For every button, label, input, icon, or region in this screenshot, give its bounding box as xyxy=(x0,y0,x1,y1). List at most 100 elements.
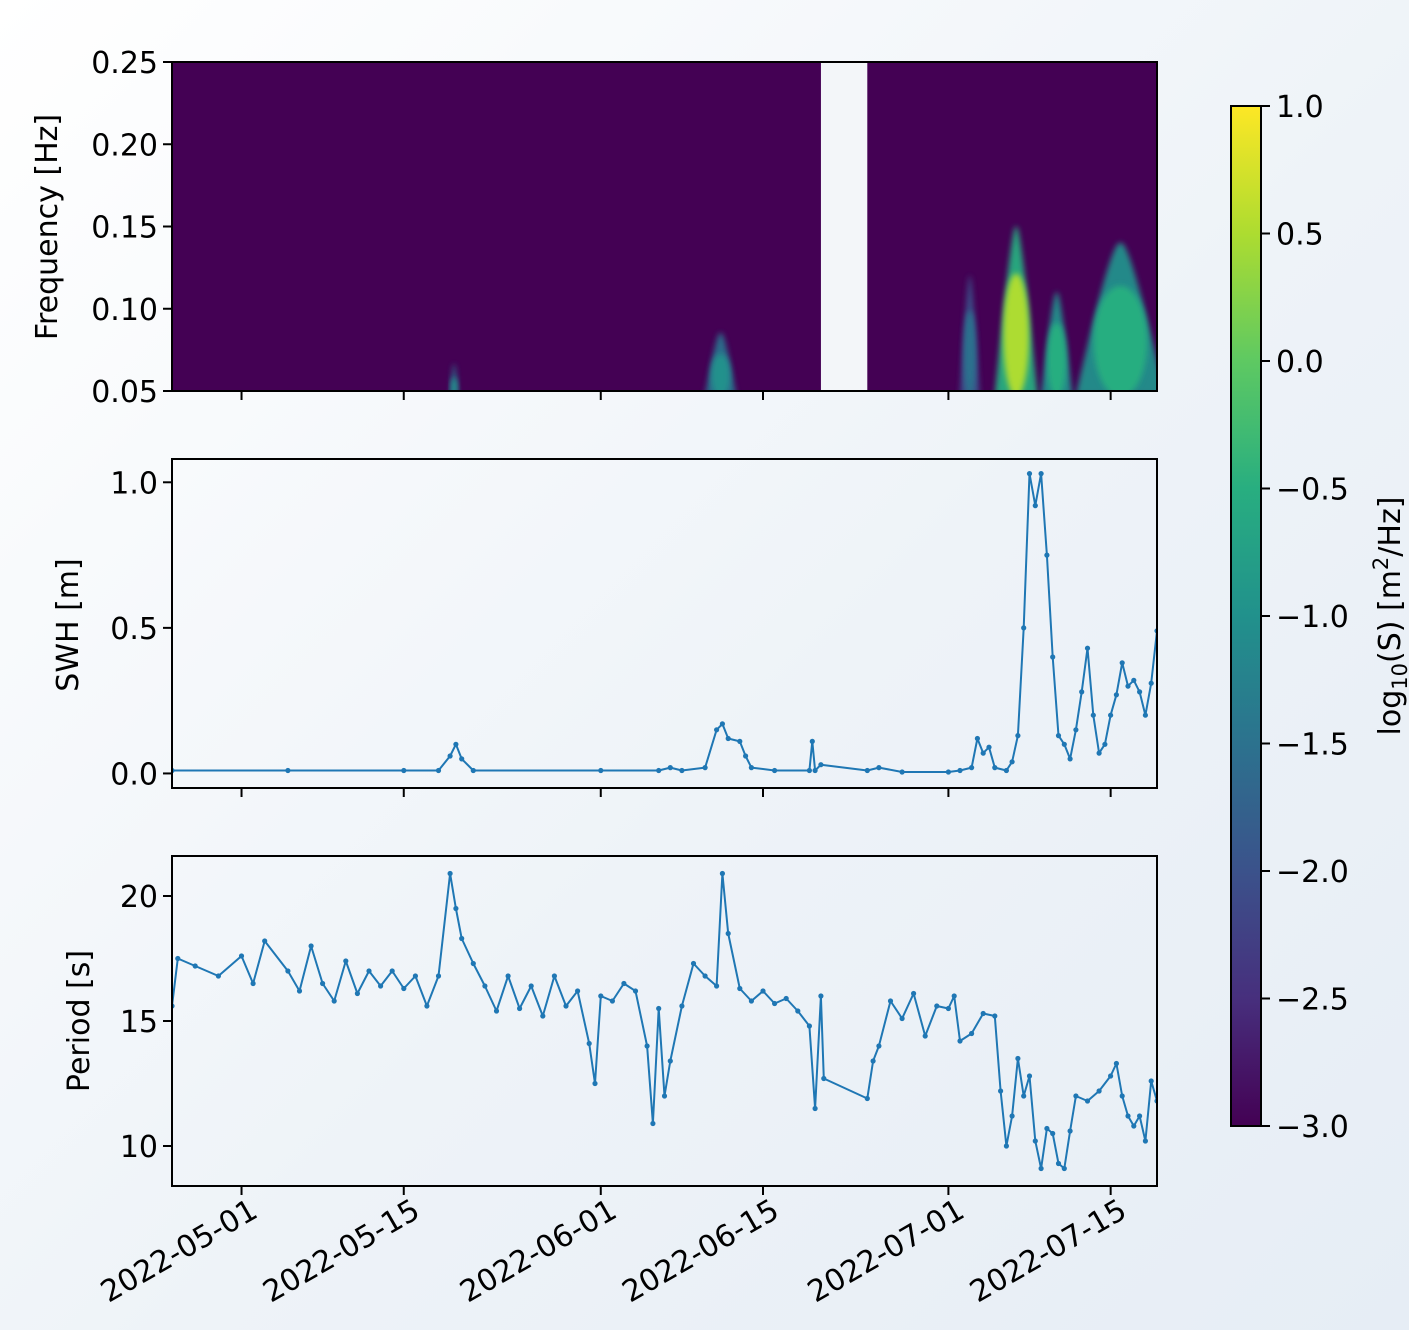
swh-data-point xyxy=(1096,750,1102,756)
spectrogram-heatmap xyxy=(172,62,1157,391)
period-data-point xyxy=(1108,1073,1114,1079)
swh-data-point xyxy=(748,765,755,771)
swh-data-point xyxy=(1125,683,1131,689)
swh-y-ticks: 0.0 0.5 1.0 xyxy=(110,466,172,792)
swh-data-point xyxy=(1079,689,1085,695)
swh-data-point xyxy=(1067,756,1073,762)
spec-y-tick-label: 0.20 xyxy=(91,128,158,163)
period-data-point xyxy=(609,998,616,1004)
period-data-point xyxy=(1003,1143,1010,1149)
spectrogram-x-ticks xyxy=(240,391,1112,400)
period-series-line xyxy=(172,872,1157,1170)
colorbar-gradient xyxy=(1231,106,1261,1126)
swh-data-point xyxy=(1055,733,1062,739)
period-data-point xyxy=(378,983,384,989)
colorbar-tick-label: −1.0 xyxy=(1276,600,1349,635)
period-data-point xyxy=(447,870,453,877)
period-data-point xyxy=(737,985,743,992)
period-data-point xyxy=(1038,1165,1044,1172)
period-data-point xyxy=(1032,1138,1038,1144)
swh-data-point xyxy=(806,767,813,774)
swh-y-tick-label: 0.5 xyxy=(110,612,158,647)
swh-data-point xyxy=(1102,741,1108,747)
spectrogram-energy-core xyxy=(1047,322,1067,391)
swh-data-point xyxy=(876,765,882,771)
period-data-point xyxy=(945,1005,952,1012)
swh-data-point xyxy=(809,738,815,745)
swh-data-point xyxy=(719,721,726,727)
spectrogram-y-label: Frequency [Hz] xyxy=(30,114,65,340)
swh-data-point xyxy=(1050,654,1056,660)
period-data-point xyxy=(320,980,326,987)
swh-data-point xyxy=(945,769,952,775)
period-data-point xyxy=(899,1015,905,1022)
period-data-point xyxy=(621,980,627,987)
period-data-point xyxy=(951,993,957,999)
colorbar-tick-label: 0.5 xyxy=(1276,218,1324,253)
period-data-point xyxy=(331,998,337,1004)
swh-plot-area xyxy=(172,471,1157,775)
spec-y-tick-label: 0.05 xyxy=(91,375,158,410)
period-data-point xyxy=(1009,1113,1015,1119)
swh-data-point xyxy=(459,756,465,762)
swh-data-point xyxy=(1032,503,1038,509)
period-data-point xyxy=(1044,1125,1050,1132)
period-data-point xyxy=(772,1000,778,1007)
swh-panel: 0.0 0.5 1.0 SWH [m] xyxy=(51,458,1158,797)
x-tick-label: 2022-06-01 xyxy=(454,1193,622,1310)
period-data-point xyxy=(806,1023,813,1029)
period-data-point xyxy=(517,1005,523,1012)
spec-y-tick-label: 0.15 xyxy=(91,211,158,246)
period-data-point xyxy=(551,973,558,979)
period-data-point xyxy=(702,973,708,979)
period-data-point xyxy=(412,973,418,979)
spectrogram-missing-data-gap xyxy=(820,62,868,391)
period-data-point xyxy=(864,1095,870,1102)
swh-data-point xyxy=(1108,712,1114,718)
period-data-point xyxy=(783,995,789,1002)
period-data-point xyxy=(934,1003,940,1009)
swh-y-label: SWH [m] xyxy=(51,558,86,691)
period-y-ticks: 10 15 20 xyxy=(120,880,172,1165)
swh-data-point xyxy=(470,767,476,774)
period-data-point xyxy=(870,1058,876,1064)
x-tick-label: 2022-07-01 xyxy=(802,1193,970,1310)
per-y-tick-label: 15 xyxy=(120,1005,158,1040)
period-data-point xyxy=(998,1088,1004,1094)
period-data-point xyxy=(795,1008,801,1014)
period-data-point xyxy=(1021,1093,1027,1099)
period-data-point xyxy=(656,1005,662,1012)
period-data-point xyxy=(192,963,198,969)
swh-data-point xyxy=(714,727,720,733)
period-data-point xyxy=(1055,1160,1062,1167)
swh-data-point xyxy=(772,767,778,774)
period-data-point xyxy=(586,1040,592,1047)
spec-y-tick-label: 0.10 xyxy=(91,293,158,328)
period-data-point xyxy=(887,998,894,1004)
period-data-point xyxy=(435,973,442,979)
swh-x-ticks xyxy=(240,788,1112,797)
colorbar-tick-label: −1.5 xyxy=(1276,728,1349,763)
period-data-point xyxy=(343,958,349,964)
spectrogram-panel: 0.05 0.10 0.15 0.20 0.25 Frequency [Hz] xyxy=(30,46,1158,410)
period-data-point xyxy=(1137,1113,1143,1119)
period-data-point xyxy=(1113,1060,1119,1067)
period-data-point xyxy=(1096,1088,1102,1094)
swh-data-point xyxy=(743,753,749,759)
period-data-point xyxy=(366,968,372,974)
period-data-point xyxy=(876,1043,882,1049)
spectrogram-energy-core xyxy=(451,377,458,391)
period-data-point xyxy=(980,1010,986,1017)
spectrogram-background xyxy=(172,62,1157,391)
period-data-point xyxy=(1050,1130,1056,1137)
period-data-point xyxy=(262,938,268,944)
period-data-point xyxy=(1125,1113,1131,1119)
period-data-point xyxy=(1148,1078,1154,1084)
period-data-point xyxy=(238,953,245,959)
period-data-point xyxy=(690,960,697,967)
swh-data-point xyxy=(1148,680,1154,686)
colorbar: 1.0 0.5 0.0 −0.5 −1.0 −1.5 −2.0 −2.5 −3.0 log10(… xyxy=(1230,90,1409,1145)
swh-y-tick-label: 1.0 xyxy=(110,466,158,501)
